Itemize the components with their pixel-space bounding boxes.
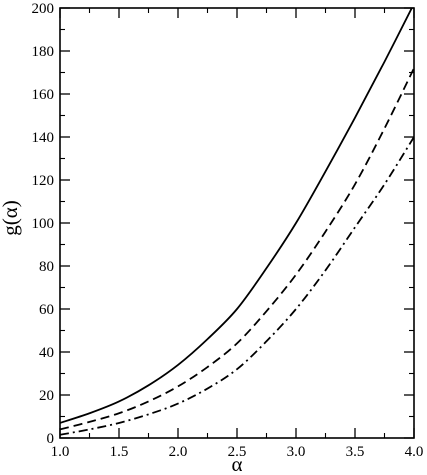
x-tick-label: 3.5 xyxy=(346,444,365,460)
x-tick-label: 1.5 xyxy=(110,444,129,460)
tick-labels: 1.0 1.5 2.0 2.5 3.0 3.5 4.0 0 20 40 60 80 100 120 140 1… xyxy=(32,1,424,460)
x-tick-label: 4.0 xyxy=(405,444,424,460)
x-tick-label: 3.0 xyxy=(287,444,306,460)
plot-frame xyxy=(59,7,415,439)
y-axis-title: g(α) xyxy=(0,200,22,236)
series-layer xyxy=(60,8,414,436)
x-tick-label: 2.0 xyxy=(169,444,188,460)
y-tick-label: 200 xyxy=(32,1,55,17)
series-line-dashed xyxy=(60,67,414,431)
y-tick-label: 120 xyxy=(32,173,55,189)
y-tick-label: 20 xyxy=(39,388,54,404)
y-tick-label: 100 xyxy=(32,216,55,232)
series-line-solid xyxy=(60,8,413,424)
y-tick-label: 40 xyxy=(39,345,54,361)
x-tick-label: 1.0 xyxy=(51,444,70,460)
y-tick-label: 0 xyxy=(47,431,55,447)
y-tick-label: 60 xyxy=(39,302,54,318)
x-axis-title: α xyxy=(231,452,242,475)
series-line-dashdot xyxy=(60,136,414,436)
y-tick-label: 160 xyxy=(32,87,55,103)
x-tick-label: 2.5 xyxy=(228,444,247,460)
y-tick-label: 140 xyxy=(32,130,55,146)
y-tick-label: 180 xyxy=(32,44,55,60)
tick-marks xyxy=(59,7,415,439)
y-tick-label: 80 xyxy=(39,259,54,275)
